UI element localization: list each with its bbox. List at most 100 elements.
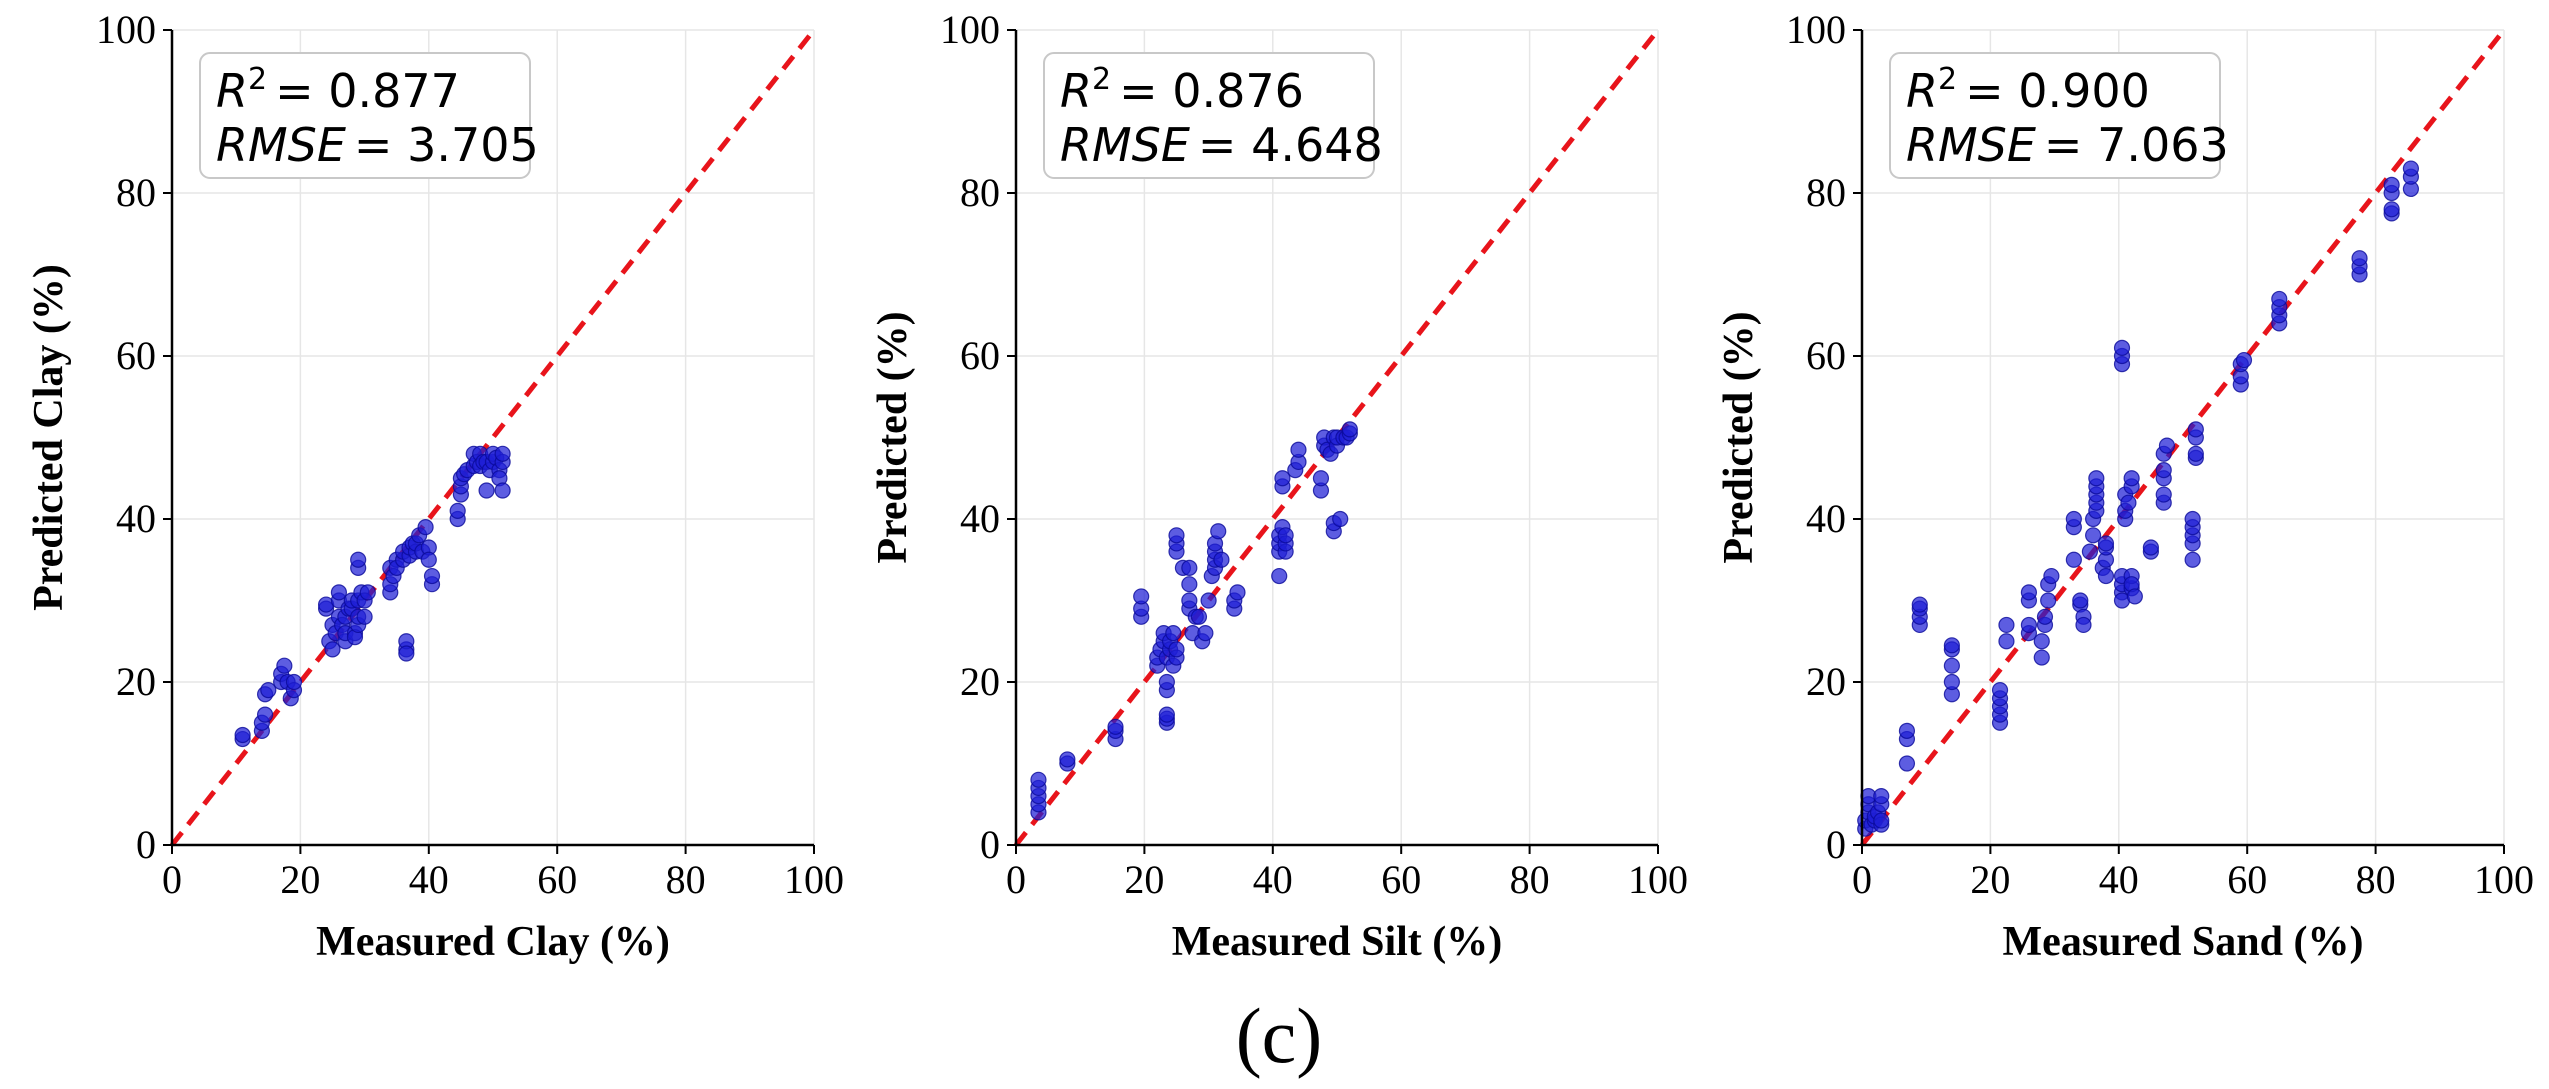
x-tick-label: 40 <box>409 857 449 902</box>
x-tick-label: 0 <box>162 857 182 902</box>
data-point <box>1059 751 1076 768</box>
rmse-symbol: RMSE <box>1906 118 2036 172</box>
stats-legend-box <box>1889 52 2221 179</box>
rmse-stat: RMSE = 3.705 <box>216 118 539 172</box>
r2-stat: R2 = 0.900 <box>1906 62 2150 118</box>
y-tick-label: 20 <box>116 659 156 704</box>
r2-exponent: 2 <box>1092 62 1111 97</box>
data-point <box>2184 551 2201 568</box>
data-point <box>2187 445 2204 462</box>
x-tick-label: 20 <box>1970 857 2010 902</box>
x-tick-label: 100 <box>2474 857 2534 902</box>
data-point <box>256 706 274 723</box>
data-point <box>1168 641 1185 658</box>
x-tick-label: 0 <box>1852 857 1872 902</box>
data-point <box>2351 250 2368 267</box>
data-point <box>2097 535 2115 552</box>
data-point <box>350 551 367 568</box>
y-tick-label: 80 <box>116 170 156 215</box>
data-point <box>1181 576 1198 593</box>
r2-value: = 0.876 <box>1119 64 1304 118</box>
data-point <box>2075 616 2092 634</box>
y-tick-label: 40 <box>1806 496 1846 541</box>
y-tick-label: 80 <box>1806 170 1846 215</box>
data-point <box>2187 421 2204 438</box>
data-point <box>1165 624 1182 642</box>
data-point <box>1181 559 1198 577</box>
data-point <box>2085 527 2102 544</box>
data-point <box>2081 543 2099 560</box>
y-tick-label: 100 <box>940 7 1000 52</box>
x-tick-label: 0 <box>1006 857 1026 902</box>
data-point <box>2120 494 2137 511</box>
data-point <box>1898 755 1916 772</box>
data-point <box>276 657 293 674</box>
data-point <box>1991 682 2009 699</box>
x-tick-label: 80 <box>1510 857 1550 902</box>
data-point <box>1898 722 1916 740</box>
data-point <box>234 726 251 744</box>
data-points <box>1030 421 1358 821</box>
data-point <box>1181 592 1198 609</box>
data-point <box>1943 673 1960 691</box>
data-point <box>2155 462 2172 479</box>
y-tick-label: 80 <box>960 170 1000 215</box>
data-point <box>420 551 437 568</box>
data-points <box>234 445 511 748</box>
scatter-panel-silt: 0 20 40 60 80 100 0 20 40 60 80 100 Measured Silt (%… <box>870 7 1688 965</box>
data-point <box>2043 567 2060 585</box>
r2-symbol: R <box>1060 64 1092 118</box>
data-point <box>1158 673 1175 691</box>
data-point <box>2020 584 2038 601</box>
x-tick-label: 80 <box>2356 857 2396 902</box>
rmse-stat: RMSE = 4.648 <box>1060 118 1383 172</box>
x-tick-label: 20 <box>280 857 320 902</box>
data-point <box>1158 706 1175 723</box>
data-point <box>1213 551 1230 568</box>
data-point <box>1274 470 1291 487</box>
x-tick-label: 20 <box>1124 857 1164 902</box>
data-point <box>2158 437 2176 454</box>
y-axis-label: Predicted (%) <box>870 311 916 563</box>
data-point <box>2065 551 2082 568</box>
y-tick-label: 40 <box>960 496 1000 541</box>
data-point <box>2271 290 2288 308</box>
data-point <box>1197 624 1214 642</box>
data-point <box>1229 584 1246 601</box>
data-point <box>2065 510 2082 528</box>
y-tick-label: 60 <box>960 333 1000 378</box>
data-point <box>2020 616 2038 634</box>
data-point <box>1133 588 1150 605</box>
y-tick-label: 0 <box>980 822 1000 867</box>
data-point <box>1873 812 1890 829</box>
data-point <box>1271 567 1288 585</box>
stats-legend-box <box>1043 52 1375 179</box>
x-axis-label: Measured Sand (%) <box>2003 919 2364 965</box>
data-point <box>2235 351 2253 369</box>
data-point <box>1341 421 1358 438</box>
data-point <box>1943 637 1960 654</box>
data-point <box>2126 588 2143 605</box>
y-tick-label: 60 <box>1806 333 1846 378</box>
r2-exponent: 2 <box>1938 62 1957 97</box>
data-point <box>1998 633 2015 650</box>
data-point <box>1290 441 1307 458</box>
y-tick-label: 100 <box>1786 7 1846 52</box>
r2-stat: R2 = 0.877 <box>216 62 460 118</box>
data-point <box>1911 596 1928 613</box>
data-point <box>494 482 511 499</box>
data-point <box>2036 608 2054 625</box>
data-point <box>2123 470 2140 487</box>
data-point <box>449 502 466 519</box>
identity-reference-line <box>170 28 816 847</box>
y-axis-label: Predicted Clay (%) <box>26 264 72 611</box>
data-point <box>478 482 495 499</box>
y-tick-label: 0 <box>1826 822 1846 867</box>
y-tick-label: 0 <box>136 822 156 867</box>
rmse-value: = 7.063 <box>2044 118 2229 172</box>
x-axis-label: Measured Clay (%) <box>316 919 670 965</box>
data-point <box>2072 592 2089 609</box>
data-point <box>1107 718 1124 735</box>
data-point <box>494 445 511 462</box>
